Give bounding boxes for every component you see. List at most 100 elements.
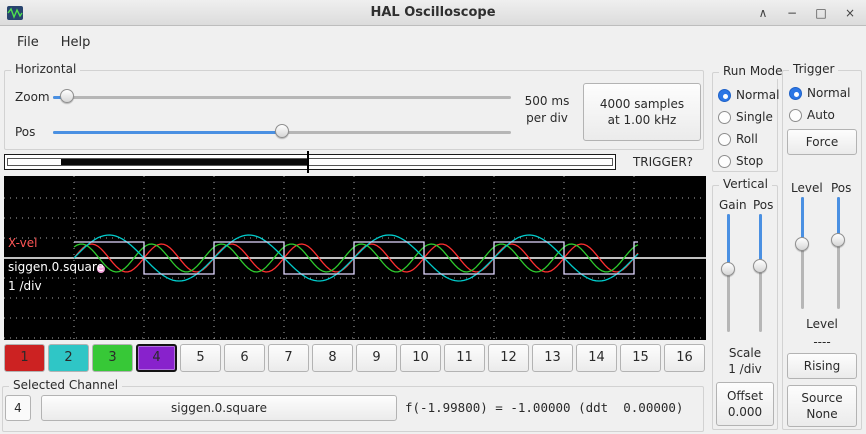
channel-button-11[interactable]: 11 bbox=[444, 344, 485, 372]
horizontal-group: Horizontal Zoom Pos 500 ms per div 4000 … bbox=[4, 62, 704, 150]
channel-button-5[interactable]: 5 bbox=[180, 344, 221, 372]
channel-button-8[interactable]: 8 bbox=[312, 344, 353, 372]
sample-rate-display: 500 ms per div bbox=[515, 93, 579, 127]
offset-label: Offset bbox=[726, 389, 764, 403]
channel-button-1[interactable]: 1 bbox=[4, 344, 45, 372]
run-mode-legend: Run Mode bbox=[719, 64, 787, 79]
gain-slider[interactable] bbox=[721, 214, 737, 332]
samples-line2: at 1.00 kHz bbox=[607, 113, 677, 127]
channel-3-trace bbox=[73, 243, 639, 273]
channel-button-3[interactable]: 3 bbox=[92, 344, 133, 372]
rising-edge-button[interactable]: Rising bbox=[787, 353, 857, 379]
channel-button-2[interactable]: 2 bbox=[48, 344, 89, 372]
pos-slider-thumb[interactable] bbox=[275, 124, 289, 138]
radio-icon bbox=[718, 132, 731, 146]
maximize-icon[interactable]: □ bbox=[815, 6, 827, 20]
close-icon[interactable]: × bbox=[844, 6, 856, 20]
zoom-label: Zoom bbox=[15, 90, 50, 104]
channel-button-6[interactable]: 6 bbox=[224, 344, 265, 372]
vertical-pos-label: Pos bbox=[753, 198, 774, 212]
selected-channel-legend: Selected Channel bbox=[9, 378, 123, 393]
channel-button-10[interactable]: 10 bbox=[400, 344, 441, 372]
vertical-pos-slider[interactable] bbox=[753, 214, 769, 332]
channel-button-row: 1 2 3 4 5 6 7 8 9 10 11 12 13 14 15 16 bbox=[4, 344, 705, 372]
record-bar-inner bbox=[7, 158, 613, 166]
app-icon bbox=[7, 6, 23, 20]
channel-button-15[interactable]: 15 bbox=[620, 344, 661, 372]
pos-label: Pos bbox=[15, 125, 36, 139]
trigger-radio-normal[interactable]: Normal bbox=[789, 85, 850, 101]
trigger-radio-auto[interactable]: Auto bbox=[789, 107, 835, 123]
offset-button[interactable]: Offset 0.000 bbox=[716, 382, 774, 426]
scope-display: X-vel siggen.0.square 1 /div bbox=[4, 176, 706, 340]
runmode-radio-roll[interactable]: Roll bbox=[718, 131, 758, 147]
pos-slider[interactable] bbox=[53, 124, 511, 140]
radio-icon bbox=[718, 110, 731, 124]
channel-button-16[interactable]: 16 bbox=[664, 344, 705, 372]
scope-waveforms bbox=[4, 176, 706, 340]
sample-rate-line2: per div bbox=[526, 111, 568, 125]
channel-button-13[interactable]: 13 bbox=[532, 344, 573, 372]
runmode-roll-label: Roll bbox=[736, 132, 758, 146]
gain-label: Gain bbox=[719, 198, 747, 212]
samples-line1: 4000 samples bbox=[599, 97, 685, 111]
menu-item-help[interactable]: Help bbox=[60, 34, 91, 50]
sample-rate-line1: 500 ms bbox=[524, 94, 570, 108]
record-fill bbox=[61, 159, 309, 165]
gain-slider-fill bbox=[727, 214, 730, 270]
trigger-group: Trigger Normal Auto Force Level Pos Leve… bbox=[782, 62, 862, 430]
selected-channel-number: 4 bbox=[5, 395, 31, 421]
channel-button-4[interactable]: 4 bbox=[136, 344, 177, 372]
vertical-legend: Vertical bbox=[719, 177, 772, 192]
radio-icon bbox=[718, 154, 731, 168]
edge-label: Rising bbox=[803, 359, 841, 373]
trigger-level-header: Level bbox=[791, 181, 823, 195]
trigger-level-slider[interactable] bbox=[795, 197, 811, 309]
runmode-radio-single[interactable]: Single bbox=[718, 109, 773, 125]
trigger-pos-header: Pos bbox=[831, 181, 852, 195]
trigger-normal-label: Normal bbox=[807, 86, 851, 100]
runmode-radio-normal[interactable]: Normal bbox=[718, 87, 779, 103]
offset-value: 0.000 bbox=[727, 405, 763, 419]
zoom-slider-track bbox=[53, 96, 511, 99]
channel-value-readout: f(-1.99800) = -1.00000 (ddt 0.00000) bbox=[405, 400, 684, 415]
scale-per-div-label: 1 /div bbox=[8, 279, 42, 293]
horizontal-group-legend: Horizontal bbox=[11, 62, 81, 77]
zoom-slider[interactable] bbox=[53, 89, 511, 105]
trigger-legend: Trigger bbox=[789, 62, 839, 77]
trigger-pos-slider-thumb[interactable] bbox=[831, 232, 845, 247]
samples-button[interactable]: 4000 samples at 1.00 kHz bbox=[583, 83, 701, 141]
radio-icon bbox=[789, 108, 802, 122]
vertical-group: Vertical Gain Pos Scale 1 /div Offset 0.… bbox=[712, 177, 778, 430]
trigger-position-tick[interactable] bbox=[307, 151, 309, 173]
trigger-level-value: ---- bbox=[813, 335, 831, 349]
channel-2-trace bbox=[73, 234, 639, 282]
trace-marker-dot bbox=[97, 265, 105, 273]
channel-button-9[interactable]: 9 bbox=[356, 344, 397, 372]
force-button[interactable]: Force bbox=[787, 129, 857, 155]
trigger-source-button[interactable]: Source None bbox=[787, 385, 857, 427]
shade-icon[interactable]: ∧ bbox=[758, 6, 768, 20]
pos-slider-fill bbox=[53, 131, 282, 134]
runmode-radio-stop[interactable]: Stop bbox=[718, 153, 763, 169]
zoom-slider-thumb[interactable] bbox=[59, 89, 74, 103]
gain-slider-thumb[interactable] bbox=[721, 262, 735, 277]
vertical-pos-slider-fill bbox=[759, 214, 762, 266]
channel-button-12[interactable]: 12 bbox=[488, 344, 529, 372]
channel-button-14[interactable]: 14 bbox=[576, 344, 617, 372]
vertical-pos-slider-track bbox=[759, 214, 762, 332]
channel-name-button[interactable]: siggen.0.square bbox=[41, 395, 397, 421]
channel-4-trace bbox=[74, 241, 638, 275]
trigger-level-slider-thumb[interactable] bbox=[795, 237, 809, 252]
minimize-icon[interactable]: − bbox=[786, 6, 798, 20]
runmode-stop-label: Stop bbox=[736, 154, 764, 168]
trigger-level-slider-track bbox=[801, 197, 804, 309]
trigger-level-slider-fill bbox=[801, 197, 804, 245]
menu-item-file[interactable]: File bbox=[17, 34, 39, 50]
vertical-pos-slider-thumb[interactable] bbox=[753, 258, 767, 273]
channel-button-7[interactable]: 7 bbox=[268, 344, 309, 372]
selected-channel-group: Selected Channel 4 siggen.0.square f(-1.… bbox=[2, 378, 704, 432]
trigger-level-caption: Level bbox=[806, 317, 838, 331]
force-label: Force bbox=[805, 135, 839, 149]
trigger-pos-slider[interactable] bbox=[831, 197, 847, 309]
